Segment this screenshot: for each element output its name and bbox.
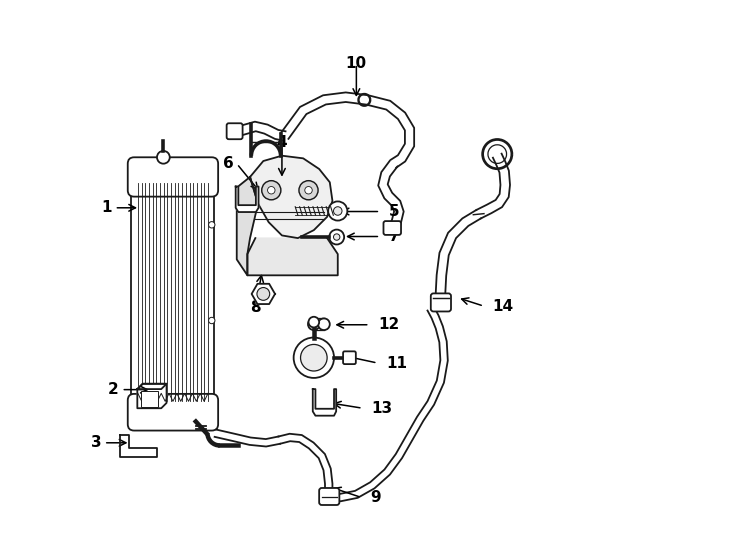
FancyBboxPatch shape	[128, 157, 218, 197]
Text: 1: 1	[101, 200, 112, 215]
Text: 8: 8	[250, 300, 261, 315]
Circle shape	[299, 181, 318, 200]
Circle shape	[257, 287, 269, 300]
Text: 3: 3	[90, 435, 101, 450]
Text: 2: 2	[108, 382, 119, 397]
Circle shape	[305, 186, 312, 194]
FancyBboxPatch shape	[319, 488, 339, 505]
FancyBboxPatch shape	[431, 293, 451, 312]
Text: 10: 10	[346, 56, 367, 71]
Text: 9: 9	[370, 490, 381, 505]
Circle shape	[333, 207, 342, 215]
FancyBboxPatch shape	[343, 352, 356, 364]
Polygon shape	[247, 238, 338, 275]
Circle shape	[208, 318, 215, 323]
FancyBboxPatch shape	[140, 390, 158, 407]
Text: 12: 12	[378, 318, 399, 332]
Text: 4: 4	[277, 135, 287, 150]
Polygon shape	[236, 186, 258, 212]
Text: 6: 6	[223, 156, 234, 171]
Polygon shape	[120, 435, 157, 457]
FancyBboxPatch shape	[128, 394, 218, 430]
Circle shape	[157, 151, 170, 164]
Circle shape	[308, 319, 320, 330]
Text: 5: 5	[389, 204, 399, 219]
Circle shape	[318, 319, 330, 330]
Circle shape	[208, 221, 215, 228]
FancyBboxPatch shape	[383, 221, 401, 235]
Circle shape	[328, 201, 347, 220]
Polygon shape	[252, 284, 275, 304]
Text: 11: 11	[386, 355, 407, 370]
Circle shape	[300, 345, 327, 371]
Text: 13: 13	[371, 401, 393, 416]
FancyBboxPatch shape	[227, 123, 243, 139]
Polygon shape	[313, 389, 336, 416]
Circle shape	[308, 317, 319, 327]
Circle shape	[268, 186, 275, 194]
Polygon shape	[250, 156, 333, 238]
Circle shape	[262, 181, 281, 200]
Circle shape	[330, 230, 344, 245]
Polygon shape	[237, 177, 258, 275]
Text: 7: 7	[389, 229, 399, 244]
Text: 14: 14	[493, 299, 514, 314]
Circle shape	[294, 338, 334, 378]
Circle shape	[333, 234, 340, 240]
Polygon shape	[137, 384, 167, 408]
